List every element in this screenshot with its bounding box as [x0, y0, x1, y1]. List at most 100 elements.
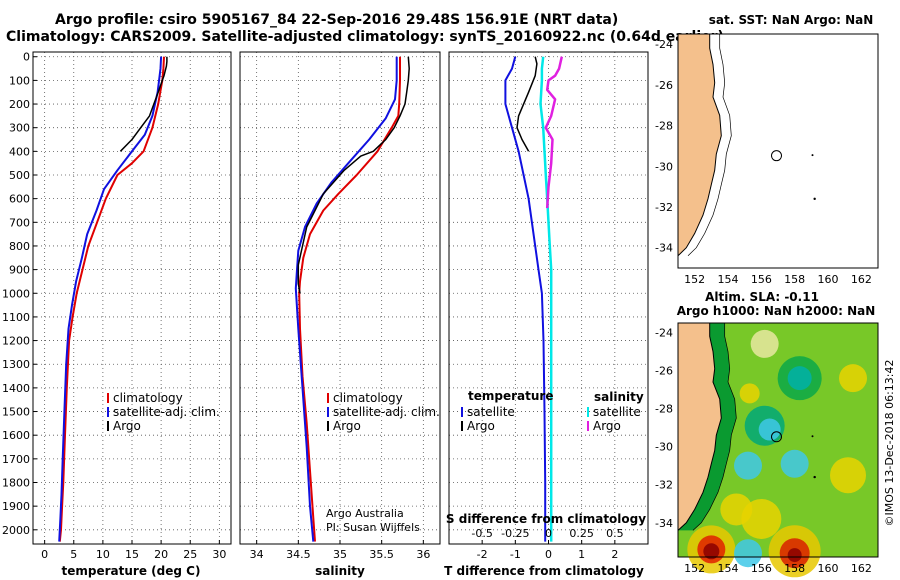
sla-map-anomaly-blob	[734, 451, 762, 480]
sla-map-xtick-label: 160	[818, 562, 839, 575]
sst-map-xtick-label: 156	[751, 273, 772, 286]
sla-map-ytick-label: -28	[655, 403, 673, 416]
temp-xtick-label: 20	[154, 548, 168, 561]
sal-xtick-label: 35	[333, 548, 347, 561]
diff-xtick-label: 1	[578, 548, 585, 561]
sal-xtick-label: 36	[416, 548, 430, 561]
sst-map-land	[677, 33, 722, 268]
temp-ytick-label: 1600	[2, 429, 30, 442]
diff-line-s-argo	[544, 56, 564, 209]
sla-map-anomaly-blob	[780, 449, 809, 478]
temp-xtick-label: 25	[183, 548, 197, 561]
temp-ytick-label: 100	[9, 74, 30, 87]
temp-ytick-label: 1200	[2, 335, 30, 348]
sla-map-frame	[677, 322, 879, 558]
sla-map-xtick-label: 158	[784, 562, 805, 575]
sla-map-ytick-label: -30	[655, 441, 673, 454]
sst-map-frame	[677, 33, 879, 269]
diff-x2tick-label: -0.25	[501, 527, 529, 540]
temp-xtick-label: 30	[212, 548, 226, 561]
temp-ytick-label: 1800	[2, 477, 30, 490]
sla-map-float-marker	[771, 431, 782, 443]
sla-map-xtick-label: 162	[851, 562, 872, 575]
temp-xtick-label: 5	[70, 548, 77, 561]
temp-ytick-label: 500	[9, 169, 30, 182]
temp-line-satellite-adj-clim-	[58, 56, 163, 542]
diff-x2tick-label: -0.5	[471, 527, 492, 540]
sla-map-anomaly-blob	[739, 383, 760, 404]
sla-map-xtick-label: 152	[684, 562, 705, 575]
temp-ytick-label: 1700	[2, 453, 30, 466]
sal-annotation-institution: Argo Australia	[326, 507, 404, 520]
diff-xtick-label: -2	[477, 548, 488, 561]
sla-map-ytick-label: -32	[655, 479, 673, 492]
imos-watermark: ©IMOS 13-Dec-2018 06:13:42	[883, 360, 896, 527]
temp-ytick-label: 0	[23, 51, 30, 64]
diff-line-t-satellite	[504, 56, 547, 542]
temp-ytick-label: 1000	[2, 287, 30, 300]
sal-line-satellite-adj-clim-	[294, 56, 398, 542]
sla-map-anomaly-blob	[720, 493, 753, 526]
sla-map-anomaly-blob	[787, 548, 802, 563]
sla-map-anomaly-blob	[758, 418, 781, 441]
temp-ytick-label: 2000	[2, 524, 30, 537]
sla-map-shelf-band	[678, 323, 737, 531]
sla-map-anomaly-blob	[703, 543, 720, 560]
sal-xtick-label: 34.5	[286, 548, 311, 561]
sal-xtick-label: 34	[250, 548, 264, 561]
sst-map-ytick-label: -24	[655, 38, 673, 51]
sst-map-xtick-label: 162	[851, 273, 872, 286]
sal-legend-satellite-label: satellite-adj. clim.	[333, 405, 440, 419]
sal-annotation-pi: PI: Susan Wijffels	[326, 521, 420, 534]
sla-map-anomaly-blob	[839, 364, 867, 393]
diff-frame	[448, 51, 649, 545]
sst-map-title: sat. SST: NaN Argo: NaN	[709, 13, 874, 27]
sal-frame	[239, 51, 441, 545]
sst-map-xtick-label: 160	[818, 273, 839, 286]
diff-legend-t-satellite-label: satellite	[467, 405, 515, 419]
sal-xtick-label: 35.5	[369, 548, 394, 561]
sla-map-anomaly-blob	[734, 539, 762, 568]
sla-map-anomaly-blob	[787, 366, 812, 391]
sla-map-island	[811, 435, 814, 438]
diff-xtick-label: -1	[510, 548, 521, 561]
sla-map-title-line2: Argo h1000: NaN h2000: NaN	[677, 304, 876, 318]
sla-map-anomaly-blob	[830, 457, 866, 494]
sla-map-ytick-label: -24	[655, 327, 673, 340]
sst-map-float-marker	[771, 150, 782, 162]
temp-ytick-label: 1400	[2, 382, 30, 395]
temp-legend-satellite-label: satellite-adj. clim.	[113, 405, 220, 419]
sla-map-xtick-label: 156	[751, 562, 772, 575]
sla-map-ytick-label: -26	[655, 365, 673, 378]
diff-x2tick-label: 0.25	[569, 527, 594, 540]
diff-xtick-label: 0	[545, 548, 552, 561]
sal-xlabel: salinity	[315, 564, 365, 578]
sla-map-land	[677, 322, 722, 557]
diff-legend-salinity-header: salinity	[594, 390, 644, 404]
temp-ytick-label: 800	[9, 240, 30, 253]
diff-x2tick-label: 0	[545, 527, 552, 540]
temp-xtick-label: 0	[41, 548, 48, 561]
sla-map-anomaly-blob	[750, 329, 779, 358]
diff-x2label: S difference from climatology	[446, 512, 646, 526]
temp-ytick-label: 700	[9, 216, 30, 229]
diff-xlabel: T difference from climatology	[444, 564, 644, 578]
sla-map-shelf-contour	[692, 322, 737, 531]
temp-ytick-label: 900	[9, 264, 30, 277]
temp-ytick-label: 1300	[2, 358, 30, 371]
sst-map-ytick-label: -30	[655, 160, 673, 173]
temp-legend-argo-label: Argo	[113, 419, 141, 433]
sst-map-ytick-label: -32	[655, 201, 673, 214]
temp-xtick-label: 10	[96, 548, 110, 561]
temp-xlabel: temperature (deg C)	[62, 564, 201, 578]
diff-line-t-argo	[516, 56, 538, 152]
figure-title-line1: Argo profile: csiro 5905167_84 22-Sep-20…	[55, 12, 619, 28]
temp-ytick-label: 1900	[2, 500, 30, 513]
sst-map-xtick-label: 152	[684, 273, 705, 286]
sla-map-xtick-label: 154	[718, 562, 739, 575]
temp-line-Argo	[119, 56, 168, 152]
diff-legend-t-argo-label: Argo	[467, 419, 495, 433]
temp-legend-climatology-label: climatology	[113, 391, 183, 405]
sla-map-title-line1: Altim. SLA: -0.11	[705, 290, 819, 304]
